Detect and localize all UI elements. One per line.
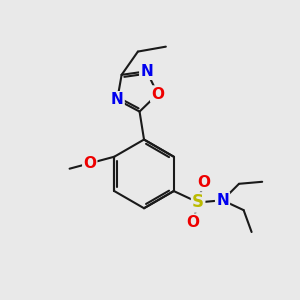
Text: N: N [140, 64, 153, 79]
Text: S: S [192, 194, 204, 211]
Text: O: O [151, 86, 164, 101]
Text: O: O [186, 214, 200, 230]
Text: O: O [197, 175, 210, 190]
Text: N: N [111, 92, 124, 107]
Text: O: O [83, 156, 96, 171]
Text: N: N [216, 193, 229, 208]
